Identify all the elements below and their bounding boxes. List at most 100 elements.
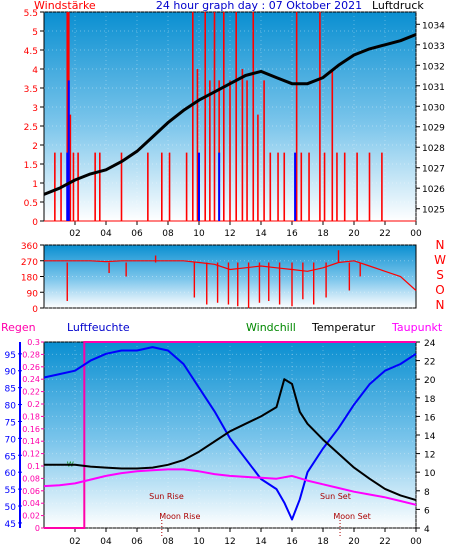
rain-tick-label: 0.06: [22, 487, 40, 496]
dewpoint-legend: Taupunkt: [391, 321, 443, 334]
wind-speed-tick-label: 4.5: [24, 47, 38, 57]
rain-tick-label: 0.02: [22, 512, 40, 521]
humidity-tick-label: 85: [5, 385, 16, 395]
wind-direction-tick-label: 360: [21, 242, 38, 252]
pressure-tick-label: 1026: [422, 185, 445, 195]
rain-tick-label: 0.26: [22, 363, 40, 372]
pressure-tick-label: 1029: [422, 124, 445, 134]
wind-speed-tick-label: 3.5: [24, 85, 38, 95]
pressure-tick-label: 1034: [422, 21, 445, 31]
rain-tick-label: 0.14: [22, 437, 40, 446]
rain-tick-label: 0.16: [22, 425, 40, 434]
rain-tick-label: 0.12: [22, 450, 40, 459]
wind-speed-tick-label: 5: [32, 28, 38, 38]
pressure-axis-label: Luftdruck: [372, 0, 424, 12]
humidity-tick-label: 95: [5, 351, 16, 361]
wind-direction-tick-label: 180: [21, 274, 38, 284]
humidity-tick-label: 90: [5, 368, 17, 378]
compass-letter: S: [436, 268, 444, 282]
x-tick-label: 06: [131, 537, 143, 547]
wind-speed-tick-label: 4: [32, 66, 38, 76]
temperature-tick-label: 16: [424, 413, 436, 423]
sun-set-label: Sun Set: [320, 492, 351, 501]
humidity-tick-label: 45: [5, 520, 16, 530]
wind-direction-tick-label: 0: [32, 305, 38, 315]
temperature-tick-label: 4: [424, 525, 430, 535]
rain-tick-label: 0.1: [27, 462, 40, 471]
rain-tick-label: 0.22: [22, 388, 40, 397]
rain-axis-label: Regen: [1, 321, 36, 334]
wind-speed-tick-label: 0.5: [24, 199, 38, 209]
x-tick-label: 10: [193, 537, 205, 547]
humidity-tick-label: 65: [5, 452, 16, 462]
pressure-series: [43, 33, 417, 196]
rain-tick-label: 0.28: [22, 350, 40, 359]
panel3-x-ticks: 02 04 06 08 10 12 14 16 18 20 22 00: [69, 528, 422, 547]
rain-tick-label: 0.2: [27, 400, 40, 409]
wind-direction-tick-label: 90: [27, 289, 39, 299]
humidity-tick-label: 55: [5, 486, 16, 496]
x-tick-label: 00: [410, 229, 422, 239]
windchill-legend: Windchill: [246, 321, 296, 334]
moon-rise-label: Moon Rise: [159, 512, 200, 521]
temperature-tick-label: 10: [424, 469, 436, 479]
wind-speed-tick-label: 5.5: [24, 9, 38, 19]
temperature-tick-label: 24: [424, 339, 436, 349]
x-tick-label: 12: [224, 229, 235, 239]
x-tick-label: 08: [162, 537, 174, 547]
rain-tick-label: 0.3: [27, 338, 40, 347]
compass-letter: W: [434, 253, 446, 267]
pressure-line: [43, 33, 417, 196]
pressure-tick-label: 1027: [422, 165, 445, 175]
wind-direction-series: [44, 250, 417, 308]
wind-direction-ticks: 0 90 180 270 360: [21, 242, 44, 315]
rain-line: [44, 341, 416, 529]
temp-humidity-series: [43, 341, 417, 529]
wind-direction-line: [44, 260, 417, 291]
x-tick-label: 16: [286, 229, 298, 239]
x-tick-label: 06: [131, 229, 143, 239]
x-tick-label: 16: [286, 537, 298, 547]
humidity-tick-label: 80: [5, 402, 17, 412]
humidity-axis-label: Luftfeuchte: [67, 321, 130, 334]
humidity-line: [43, 346, 417, 521]
sun-rise-label: Sun Rise: [149, 492, 184, 501]
humidity-tick-label: 50: [5, 503, 17, 513]
x-tick-label: 14: [255, 229, 267, 239]
x-tick-label: 18: [317, 229, 329, 239]
x-tick-label: 14: [255, 537, 267, 547]
dewpoint-line: [43, 468, 417, 506]
x-tick-label: 08: [162, 229, 174, 239]
humidity-tick-label: 60: [5, 469, 17, 479]
temperature-ticks: 4 6 8 10 12 14 16 18 20 22 24: [416, 339, 436, 535]
pressure-tick-label: 1025: [422, 206, 445, 216]
x-tick-label: 04: [100, 537, 112, 547]
moon-set-label: Moon Set: [333, 512, 370, 521]
temperature-tick-label: 18: [424, 395, 436, 405]
humidity-tick-label: 70: [5, 435, 17, 445]
temperature-tick-label: 6: [424, 506, 430, 516]
wind-speed-tick-label: 1.5: [24, 161, 38, 171]
x-tick-label: 20: [348, 537, 360, 547]
panel1-x-ticks: 02 04 06 08 10 12 14 16 18 20 22 00: [69, 221, 422, 239]
humidity-tick-label: 75: [5, 418, 16, 428]
x-tick-label: 20: [348, 229, 360, 239]
compass-letter: O: [435, 283, 444, 297]
chart-title: 24 hour graph day : 07 Oktober 2021: [156, 0, 362, 12]
x-tick-label: 12: [224, 537, 235, 547]
compass-letter: N: [436, 298, 445, 312]
wind-direction-tick-label: 270: [21, 258, 38, 268]
temperature-tick-label: 22: [424, 358, 435, 368]
wind-direction-plot-area: [43, 244, 417, 309]
pressure-tick-label: 1032: [422, 62, 445, 72]
temperature-tick-label: 12: [424, 451, 435, 461]
pressure-ticks: 1025 1026 1027 1028 1029 1030 1031 1032 1033 1034: [416, 21, 445, 216]
compass-letter: N: [436, 238, 445, 252]
temperature-line: [44, 378, 417, 502]
rain-ticks: 0 0.02 0.04 0.06 0.08 0.1 0.12 0.14 0.16 0.18 0.2 0…: [22, 338, 44, 533]
wind-speed-tick-label: 3: [32, 104, 38, 114]
wind-speed-ticks: 0 0.5 1 1.5 2 2.5 3 3.5 4 4.5 5 5.5: [24, 9, 44, 228]
temperature-tick-label: 20: [424, 376, 436, 386]
